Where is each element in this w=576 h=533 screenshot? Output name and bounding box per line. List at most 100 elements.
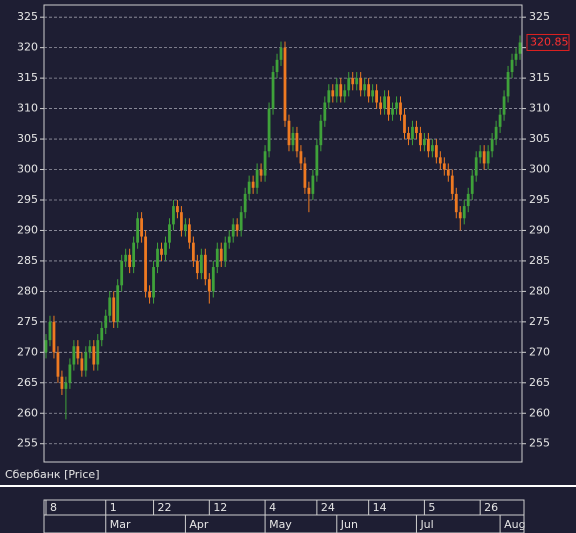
candle-body bbox=[184, 224, 187, 231]
candle-body bbox=[387, 96, 390, 115]
x-tick-label: 12 bbox=[213, 501, 227, 514]
candle-body bbox=[319, 120, 323, 146]
candle-body bbox=[267, 108, 271, 152]
y2-tick-label: 255 bbox=[529, 437, 550, 450]
candle-body bbox=[283, 47, 287, 121]
candle-body bbox=[335, 84, 339, 97]
candle-body bbox=[203, 254, 207, 280]
y2-tick-label: 305 bbox=[529, 132, 550, 145]
y-tick-label: 320 bbox=[17, 41, 38, 54]
candle-body bbox=[411, 126, 414, 140]
y-tick-label: 300 bbox=[17, 163, 38, 176]
candle-body bbox=[144, 236, 147, 292]
candle-body bbox=[430, 145, 434, 152]
candle-body bbox=[255, 169, 259, 188]
x-tick-label: 8 bbox=[50, 501, 57, 514]
y2-tick-label: 265 bbox=[529, 376, 550, 389]
month-label: Jul bbox=[419, 518, 433, 531]
candle-body bbox=[199, 254, 203, 274]
candle-body bbox=[458, 212, 462, 219]
candle-body bbox=[172, 206, 175, 225]
candle-body bbox=[108, 297, 112, 316]
candle-body bbox=[187, 224, 191, 243]
last-price-box bbox=[526, 33, 570, 51]
candle-body bbox=[339, 84, 343, 97]
y-tick-label: 280 bbox=[17, 284, 38, 297]
x-tick-label: 24 bbox=[321, 501, 335, 514]
candle-body bbox=[116, 285, 120, 322]
candle-body bbox=[355, 78, 359, 85]
candle-body bbox=[271, 72, 275, 109]
candle-body bbox=[391, 108, 394, 115]
time-axis-box bbox=[43, 499, 525, 533]
candle-body bbox=[442, 163, 446, 170]
candle-body bbox=[80, 358, 84, 371]
candle-body bbox=[510, 59, 514, 73]
candle-body bbox=[247, 181, 251, 194]
candle-body bbox=[343, 90, 347, 97]
y-tick-label: 315 bbox=[17, 71, 38, 84]
candle-body bbox=[331, 90, 335, 97]
y2-tick-label: 260 bbox=[529, 406, 550, 419]
candle-body bbox=[44, 340, 48, 353]
candle-body bbox=[227, 236, 231, 243]
candle-body bbox=[176, 206, 179, 213]
candle-body bbox=[92, 346, 96, 365]
y2-tick-label: 315 bbox=[529, 71, 550, 84]
candle-body bbox=[315, 145, 319, 176]
y-tick-label: 270 bbox=[17, 345, 38, 358]
candle-body bbox=[303, 163, 307, 188]
candle-body bbox=[259, 169, 263, 176]
candle-body bbox=[64, 382, 68, 389]
y-tick-label: 305 bbox=[17, 132, 38, 145]
candle-body bbox=[454, 193, 458, 213]
candle-body bbox=[486, 151, 490, 164]
candle-body bbox=[375, 90, 379, 103]
candle-body bbox=[243, 193, 247, 213]
candle-body bbox=[100, 327, 104, 341]
candle-body bbox=[180, 212, 183, 231]
month-label: Jun bbox=[340, 518, 358, 531]
candle-body bbox=[231, 224, 235, 237]
candle-body bbox=[399, 102, 402, 115]
candle-body bbox=[494, 126, 498, 140]
candle-body bbox=[251, 181, 255, 188]
candle-body bbox=[287, 120, 291, 146]
candle-body bbox=[506, 72, 510, 97]
candle-body bbox=[462, 206, 466, 219]
candle-body bbox=[136, 218, 140, 243]
candle-body bbox=[52, 321, 56, 353]
candle-body bbox=[434, 145, 438, 158]
month-label: May bbox=[269, 518, 292, 531]
candle-body bbox=[426, 139, 430, 152]
candle-body bbox=[311, 175, 315, 194]
y-tick-label: 285 bbox=[17, 254, 38, 267]
y2-tick-label: 285 bbox=[529, 254, 550, 267]
month-label: Apr bbox=[189, 518, 209, 531]
candle-body bbox=[215, 248, 219, 268]
candle-body bbox=[379, 102, 382, 109]
candle-body bbox=[76, 346, 80, 359]
y2-tick-label: 290 bbox=[529, 223, 550, 236]
candle-body bbox=[367, 84, 371, 97]
candle-body bbox=[235, 224, 239, 231]
x-tick-label: 1 bbox=[110, 501, 117, 514]
candle-body bbox=[299, 151, 303, 164]
candle-body bbox=[48, 321, 52, 341]
candle-body bbox=[419, 132, 422, 146]
candle-body bbox=[415, 126, 418, 133]
candle-body bbox=[323, 102, 327, 121]
candle-body bbox=[132, 242, 136, 268]
y2-tick-label: 295 bbox=[529, 193, 550, 206]
y2-tick-label: 270 bbox=[529, 345, 550, 358]
candle-body bbox=[279, 47, 283, 60]
candle-body bbox=[490, 139, 494, 152]
candle-body bbox=[482, 151, 486, 164]
candle-body bbox=[347, 78, 351, 91]
candle-body bbox=[351, 78, 355, 85]
x-tick-label: 14 bbox=[373, 501, 387, 514]
candle-body bbox=[104, 315, 108, 328]
candle-body bbox=[371, 90, 375, 97]
candle-body bbox=[68, 364, 72, 383]
